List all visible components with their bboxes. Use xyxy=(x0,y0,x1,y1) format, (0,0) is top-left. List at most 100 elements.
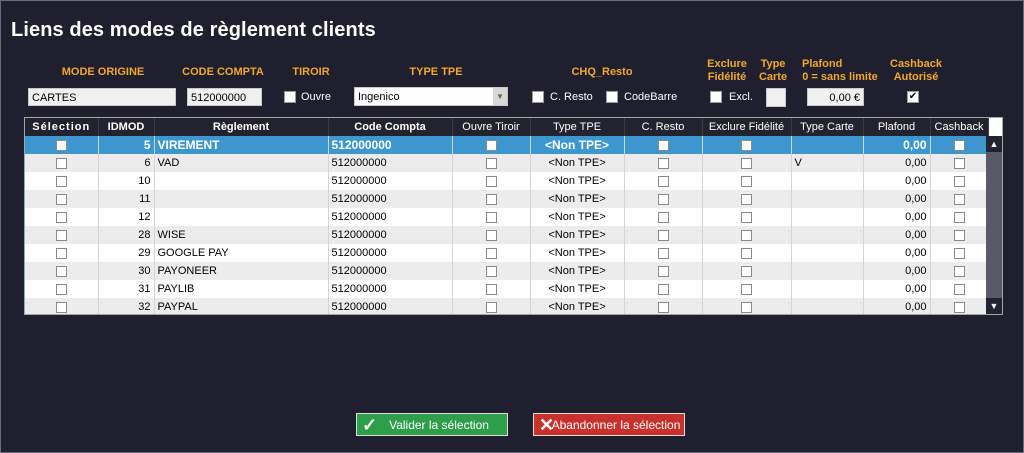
cell-selection[interactable] xyxy=(25,136,99,154)
cell-selection[interactable] xyxy=(25,244,99,262)
row-checkbox[interactable] xyxy=(657,211,669,223)
row-checkbox[interactable] xyxy=(55,193,67,205)
cell-exclure-fidelite[interactable] xyxy=(702,298,792,314)
cell-cashback[interactable] xyxy=(930,190,989,208)
row-checkbox[interactable] xyxy=(657,301,669,313)
row-checkbox[interactable] xyxy=(485,247,497,259)
cell-exclure-fidelite[interactable] xyxy=(702,208,792,226)
row-checkbox[interactable] xyxy=(485,193,497,205)
validate-selection-button[interactable]: ✓ Valider la sélection xyxy=(356,413,508,436)
cell-cashback[interactable] xyxy=(930,208,989,226)
cell-ouvre-tiroir[interactable] xyxy=(452,262,531,280)
row-checkbox[interactable] xyxy=(741,193,752,205)
cell-ouvre-tiroir[interactable] xyxy=(452,190,531,208)
table-row[interactable]: 30 PAYONEER 512000000 <Non TPE> 0,00 xyxy=(25,262,989,280)
col-c-resto[interactable]: C. Resto xyxy=(624,118,703,136)
cell-c-resto[interactable] xyxy=(624,136,703,154)
cell-cashback[interactable] xyxy=(930,172,989,190)
col-cashback[interactable]: Cashback xyxy=(930,118,989,136)
cell-c-resto[interactable] xyxy=(624,172,703,190)
row-checkbox[interactable] xyxy=(485,229,497,241)
row-checkbox[interactable] xyxy=(485,301,497,313)
mode-origine-field[interactable]: CARTES xyxy=(28,88,176,106)
col-ouvre-tiroir[interactable]: Ouvre Tiroir xyxy=(452,118,531,136)
cell-exclure-fidelite[interactable] xyxy=(702,190,792,208)
cell-cashback[interactable] xyxy=(930,244,989,262)
row-checkbox[interactable] xyxy=(55,157,67,169)
row-checkbox[interactable] xyxy=(741,247,752,259)
row-checkbox[interactable] xyxy=(657,247,669,259)
row-checkbox[interactable] xyxy=(657,157,669,169)
row-checkbox[interactable] xyxy=(657,193,669,205)
scroll-down-icon[interactable]: ▼ xyxy=(986,298,1002,314)
cell-exclure-fidelite[interactable] xyxy=(702,244,792,262)
table-row[interactable]: 12 512000000 <Non TPE> 0,00 xyxy=(25,208,989,226)
row-checkbox[interactable] xyxy=(485,157,497,169)
row-checkbox[interactable] xyxy=(953,193,965,205)
row-checkbox[interactable] xyxy=(55,175,67,187)
row-checkbox[interactable] xyxy=(55,140,67,152)
column-settings-icon[interactable]: ▤ xyxy=(989,120,998,130)
row-checkbox[interactable] xyxy=(55,283,67,295)
cell-ouvre-tiroir[interactable] xyxy=(452,226,531,244)
cell-exclure-fidelite[interactable] xyxy=(702,136,792,154)
row-checkbox[interactable] xyxy=(657,140,669,152)
table-scrollbar[interactable]: ▲ ▼ xyxy=(986,136,1002,314)
col-type-tpe[interactable]: Type TPE xyxy=(530,118,625,136)
table-row[interactable]: 29 GOOGLE PAY 512000000 <Non TPE> 0,00 xyxy=(25,244,989,262)
row-checkbox[interactable] xyxy=(741,265,752,277)
row-checkbox[interactable] xyxy=(953,229,965,241)
cell-c-resto[interactable] xyxy=(624,262,703,280)
row-checkbox[interactable] xyxy=(953,140,965,152)
cell-selection[interactable] xyxy=(25,262,99,280)
col-plafond[interactable]: Plafond xyxy=(863,118,931,136)
row-checkbox[interactable] xyxy=(485,265,497,277)
type-carte-field[interactable] xyxy=(766,88,786,107)
cell-cashback[interactable] xyxy=(930,262,989,280)
cell-selection[interactable] xyxy=(25,208,99,226)
col-type-carte[interactable]: Type Carte xyxy=(791,118,864,136)
col-exclure-fidelite[interactable]: Exclure Fidélité xyxy=(702,118,792,136)
row-checkbox[interactable] xyxy=(485,283,497,295)
cell-cashback[interactable] xyxy=(930,226,989,244)
cell-selection[interactable] xyxy=(25,190,99,208)
exclure-fidelite-checkbox[interactable] xyxy=(710,91,722,103)
cell-cashback[interactable] xyxy=(930,298,989,314)
cell-selection[interactable] xyxy=(25,154,99,172)
abandon-selection-button[interactable]: ✕ Abandonner la sélection xyxy=(533,413,685,436)
row-checkbox[interactable] xyxy=(485,140,497,152)
cell-cashback[interactable] xyxy=(930,280,989,298)
cell-selection[interactable] xyxy=(25,172,99,190)
codebarre-checkbox[interactable] xyxy=(606,91,618,103)
cell-ouvre-tiroir[interactable] xyxy=(452,172,531,190)
col-selection[interactable]: Sélection xyxy=(25,118,99,136)
cell-c-resto[interactable] xyxy=(624,298,703,314)
row-checkbox[interactable] xyxy=(741,283,752,295)
table-row[interactable]: 32 PAYPAL 512000000 <Non TPE> 0,00 xyxy=(25,298,989,314)
chevron-down-icon[interactable]: ▼ xyxy=(493,88,507,105)
row-checkbox[interactable] xyxy=(953,301,965,313)
table-row[interactable]: 5 VIREMENT 512000000 <Non TPE> 0,00 xyxy=(25,136,989,154)
row-checkbox[interactable] xyxy=(657,265,669,277)
cell-exclure-fidelite[interactable] xyxy=(702,262,792,280)
cell-selection[interactable] xyxy=(25,280,99,298)
row-checkbox[interactable] xyxy=(55,247,67,259)
row-checkbox[interactable] xyxy=(741,140,752,152)
code-compta-field[interactable]: 512000000 xyxy=(187,88,262,106)
row-checkbox[interactable] xyxy=(741,211,752,223)
cell-exclure-fidelite[interactable] xyxy=(702,172,792,190)
type-tpe-select[interactable]: Ingenico ▼ xyxy=(354,87,508,106)
row-checkbox[interactable] xyxy=(741,301,752,313)
c-resto-checkbox[interactable] xyxy=(532,91,544,103)
row-checkbox[interactable] xyxy=(55,301,67,313)
row-checkbox[interactable] xyxy=(953,265,965,277)
col-code-compta[interactable]: Code Compta xyxy=(328,118,453,136)
row-checkbox[interactable] xyxy=(485,211,497,223)
ouvre-tiroir-checkbox[interactable] xyxy=(284,91,296,103)
col-idmod[interactable]: IDMOD xyxy=(98,118,155,136)
scroll-up-icon[interactable]: ▲ xyxy=(986,136,1002,152)
cell-c-resto[interactable] xyxy=(624,208,703,226)
cell-selection[interactable] xyxy=(25,226,99,244)
row-checkbox[interactable] xyxy=(485,175,497,187)
cell-ouvre-tiroir[interactable] xyxy=(452,208,531,226)
